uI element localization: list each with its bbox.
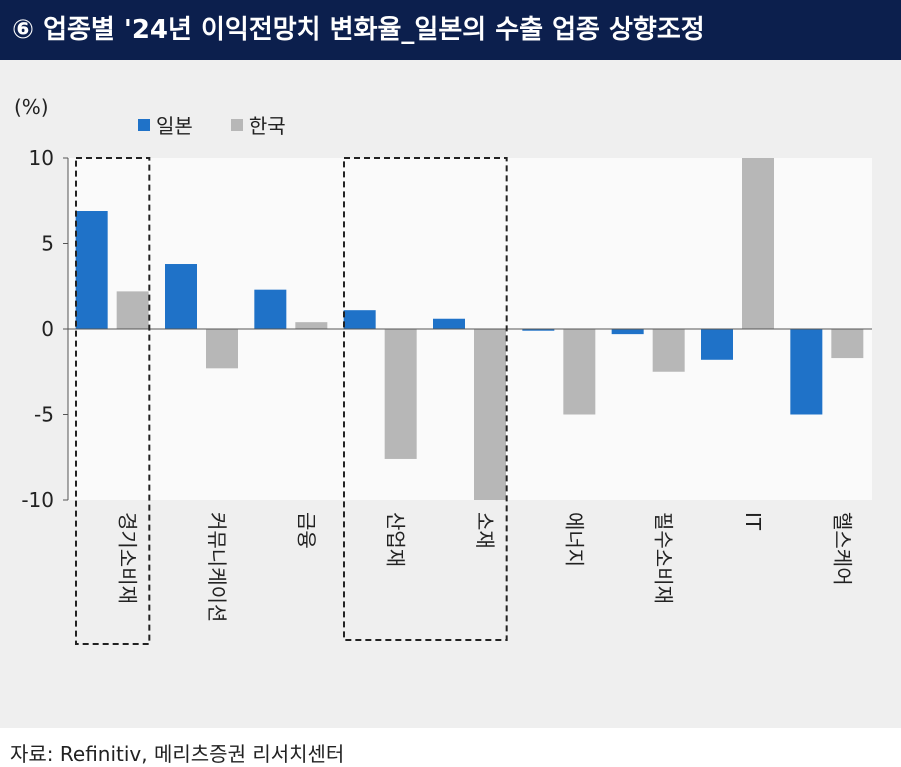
y-tick-label: 0 (41, 317, 54, 341)
legend-item-japan: 일본 (138, 110, 193, 139)
highlight-box (343, 157, 508, 641)
bar-korea (116, 291, 149, 329)
bar-japan (433, 318, 465, 329)
bar-japan (790, 329, 823, 415)
legend-swatch-korea (230, 118, 243, 131)
x-category-label: 경기소비재 (116, 512, 140, 604)
bar-korea (563, 329, 596, 415)
bar-korea (295, 322, 328, 329)
bar-korea (831, 329, 864, 359)
bar-korea (206, 329, 238, 369)
bar-korea (742, 158, 774, 329)
bar-korea (384, 329, 417, 459)
chart-title: ⑥ 업종별 '24년 이익전망치 변화율_일본의 수출 업종 상향조정 (0, 0, 901, 60)
bar-japan (522, 329, 555, 331)
bar-korea (474, 329, 506, 500)
x-category-label: IT (741, 512, 765, 531)
bar-japan (701, 329, 733, 360)
x-category-label: 소재 (473, 512, 497, 549)
x-category-label: 필수소비재 (652, 512, 676, 604)
bar-japan (165, 264, 197, 329)
x-category-label: 에너지 (562, 512, 586, 567)
source-note: 자료: Refinitiv, 메리츠증권 리서치센터 (10, 742, 345, 766)
bar-japan (611, 329, 644, 335)
bar-korea (652, 329, 685, 372)
legend-label-japan: 일본 (156, 114, 193, 138)
x-category-label: 헬스케어 (830, 512, 854, 586)
highlight-box (75, 157, 151, 645)
y-tick-label: -10 (21, 488, 54, 512)
legend-item-korea: 한국 (230, 110, 286, 139)
bar-japan (254, 289, 287, 329)
y-tick-label: -5 (34, 403, 54, 427)
y-tick-label: 10 (29, 146, 54, 170)
bar-japan (75, 211, 108, 329)
x-category-label: 산업재 (384, 512, 408, 567)
x-category-label: 금융 (294, 512, 318, 549)
legend: 일본 한국 (138, 110, 324, 139)
bar-japan (343, 310, 376, 329)
legend-swatch-japan (138, 118, 150, 131)
y-tick-label: 5 (41, 232, 54, 256)
x-category-label: 커뮤니케이션 (205, 512, 229, 622)
y-axis-unit: (%) (14, 95, 49, 119)
legend-label-korea: 한국 (248, 114, 286, 138)
